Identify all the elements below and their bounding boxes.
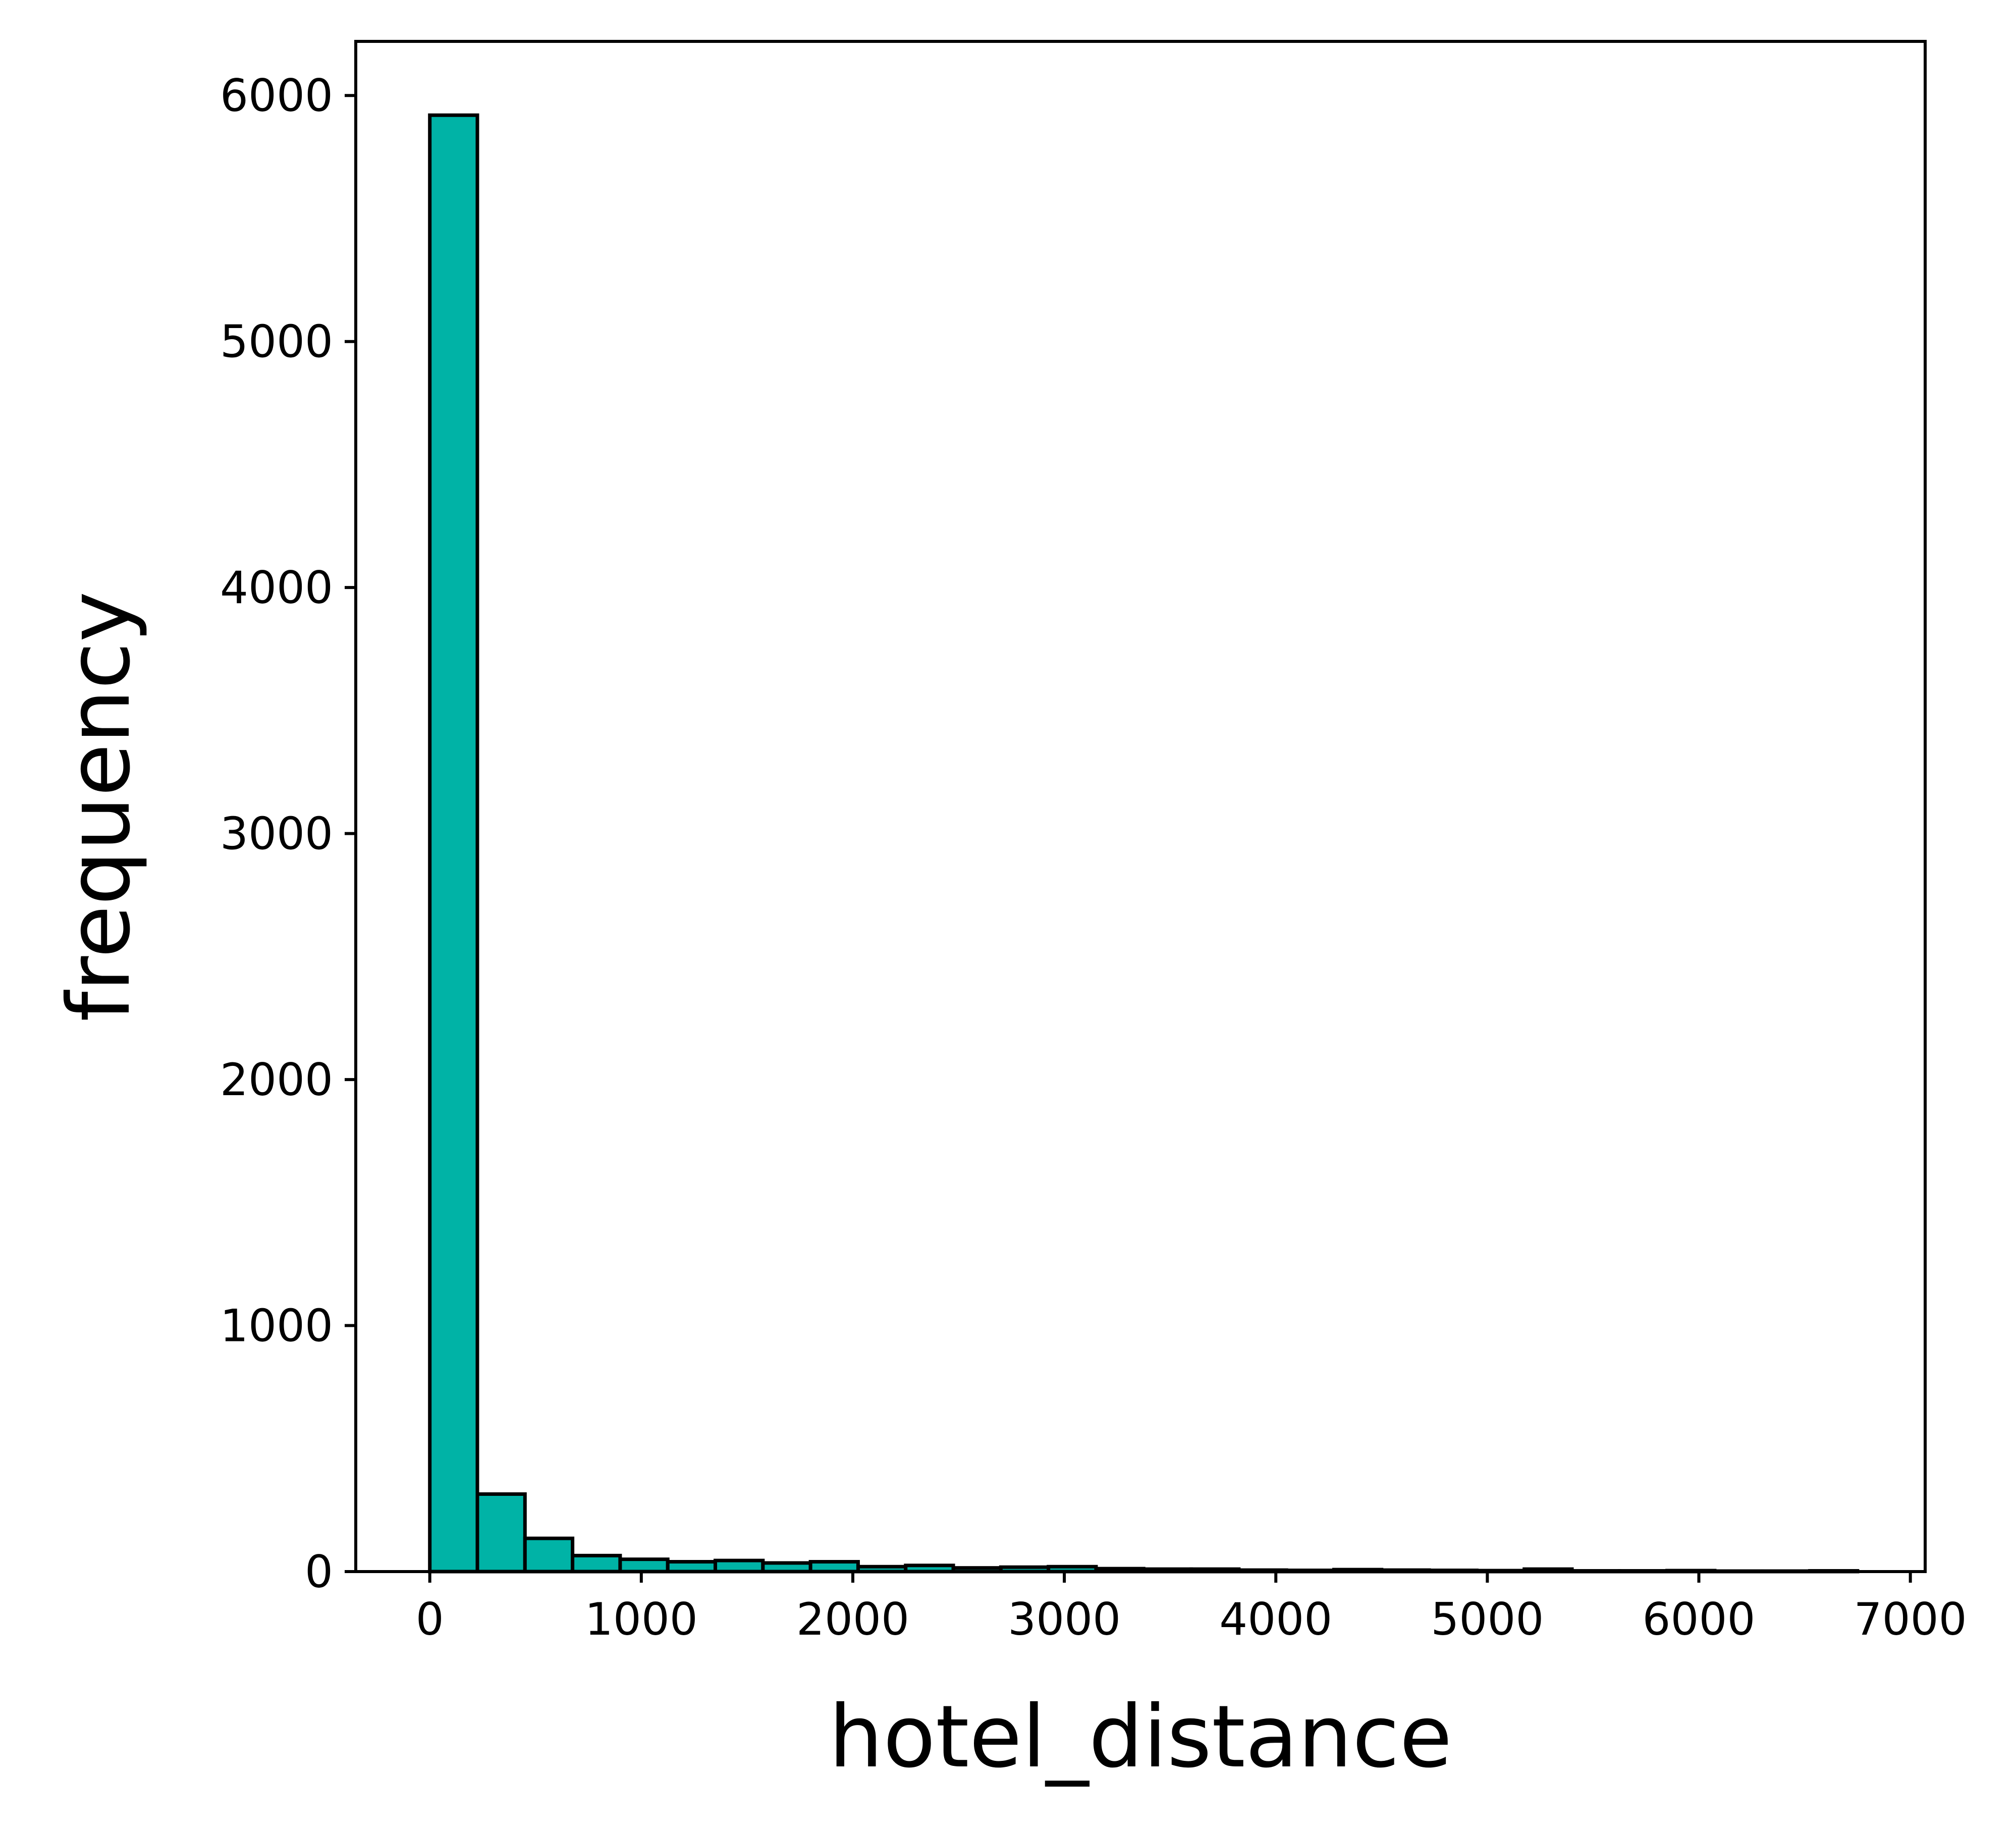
histogram-bar [571, 1553, 622, 1574]
y-axis-label: frequency [49, 591, 149, 1022]
y-tick-label: 1000 [220, 1300, 333, 1352]
y-tick-label: 6000 [220, 70, 333, 122]
x-axis-label: hotel_distance [829, 1687, 1452, 1787]
y-tick-label: 5000 [220, 316, 333, 368]
y-tick-label: 3000 [220, 808, 333, 860]
x-tick-label: 7000 [1854, 1593, 1967, 1645]
x-tick-label: 2000 [796, 1593, 909, 1645]
histogram-bar [428, 113, 479, 1574]
x-tick-label: 6000 [1643, 1593, 1756, 1645]
histogram-bar [714, 1558, 765, 1574]
x-axis-ticks: 0 1000 2000 3000 4000 5000 6000 7000 [416, 1572, 1967, 1645]
histogram-bar [475, 1492, 527, 1574]
x-tick-label: 4000 [1219, 1593, 1332, 1645]
y-tick-label: 4000 [220, 562, 333, 614]
histogram-bar [618, 1557, 670, 1574]
y-axis-ticks: 0 1000 2000 3000 4000 5000 6000 [220, 70, 356, 1598]
plot-frame [354, 40, 1927, 1573]
histogram-bars [428, 113, 1860, 1574]
y-tick-label: 2000 [220, 1054, 333, 1106]
histogram-bar [523, 1536, 575, 1574]
y-tick-label: 0 [305, 1546, 333, 1598]
x-tick-label: 0 [416, 1593, 444, 1645]
x-tick-label: 5000 [1431, 1593, 1544, 1645]
x-tick-label: 3000 [1008, 1593, 1121, 1645]
x-tick-label: 1000 [585, 1593, 698, 1645]
